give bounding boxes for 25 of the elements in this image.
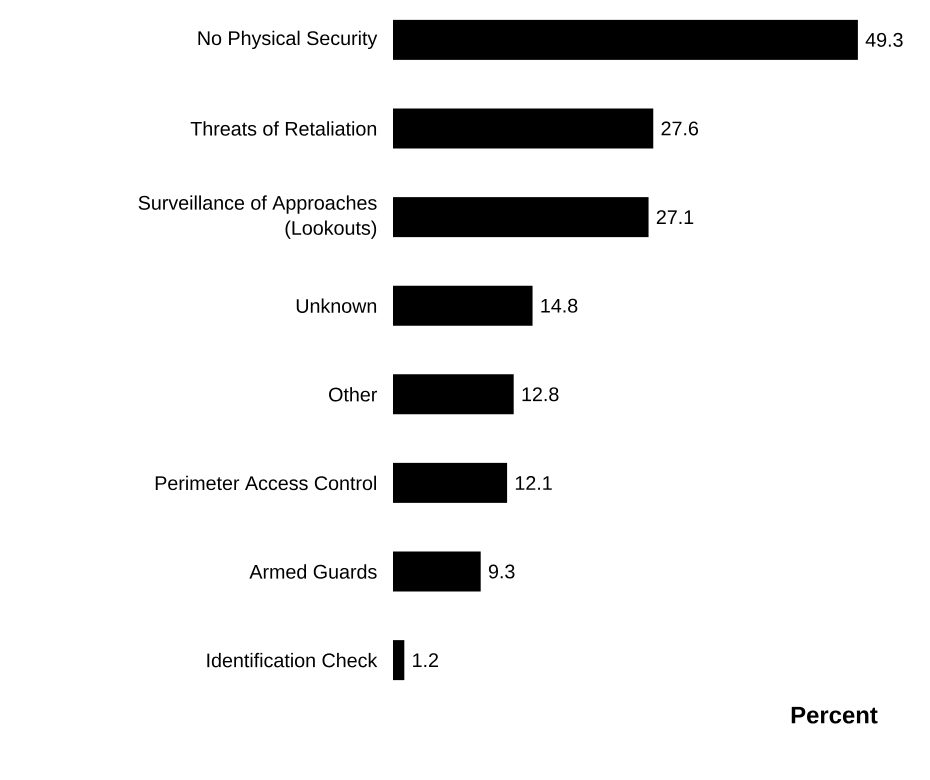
bar: [392, 552, 481, 592]
data-label: 49.3: [866, 32, 903, 47]
x-axis-title: Percent: [792, 706, 878, 724]
bar: [392, 462, 508, 503]
data-label: 12.1: [516, 476, 552, 490]
y-tick-label: Other: [329, 387, 378, 402]
bar: [392, 286, 533, 326]
data-label: 12.8: [522, 387, 558, 402]
y-tick-label: Armed Guards: [249, 564, 377, 579]
data-label: 27.1: [656, 210, 694, 224]
y-tick-label: Threats of Retaliation: [190, 121, 376, 136]
data-label: 14.8: [541, 298, 578, 313]
bar: [392, 640, 404, 680]
data-label: 9.3: [488, 564, 514, 578]
data-label: 27.6: [662, 122, 698, 136]
bar: [392, 20, 858, 60]
y-tick-label: Unknown: [296, 298, 376, 313]
data-label: 1.2: [413, 653, 438, 668]
y-tick-label: No Physical Security: [198, 30, 378, 50]
y-tick-label: Surveillance of Approaches (Lookouts): [138, 195, 377, 239]
y-tick-label: Perimeter Access Control: [156, 476, 376, 490]
bar: [392, 108, 654, 148]
bar: [392, 374, 514, 414]
y-tick-label: Identification Check: [207, 652, 378, 668]
bar: [392, 197, 649, 238]
